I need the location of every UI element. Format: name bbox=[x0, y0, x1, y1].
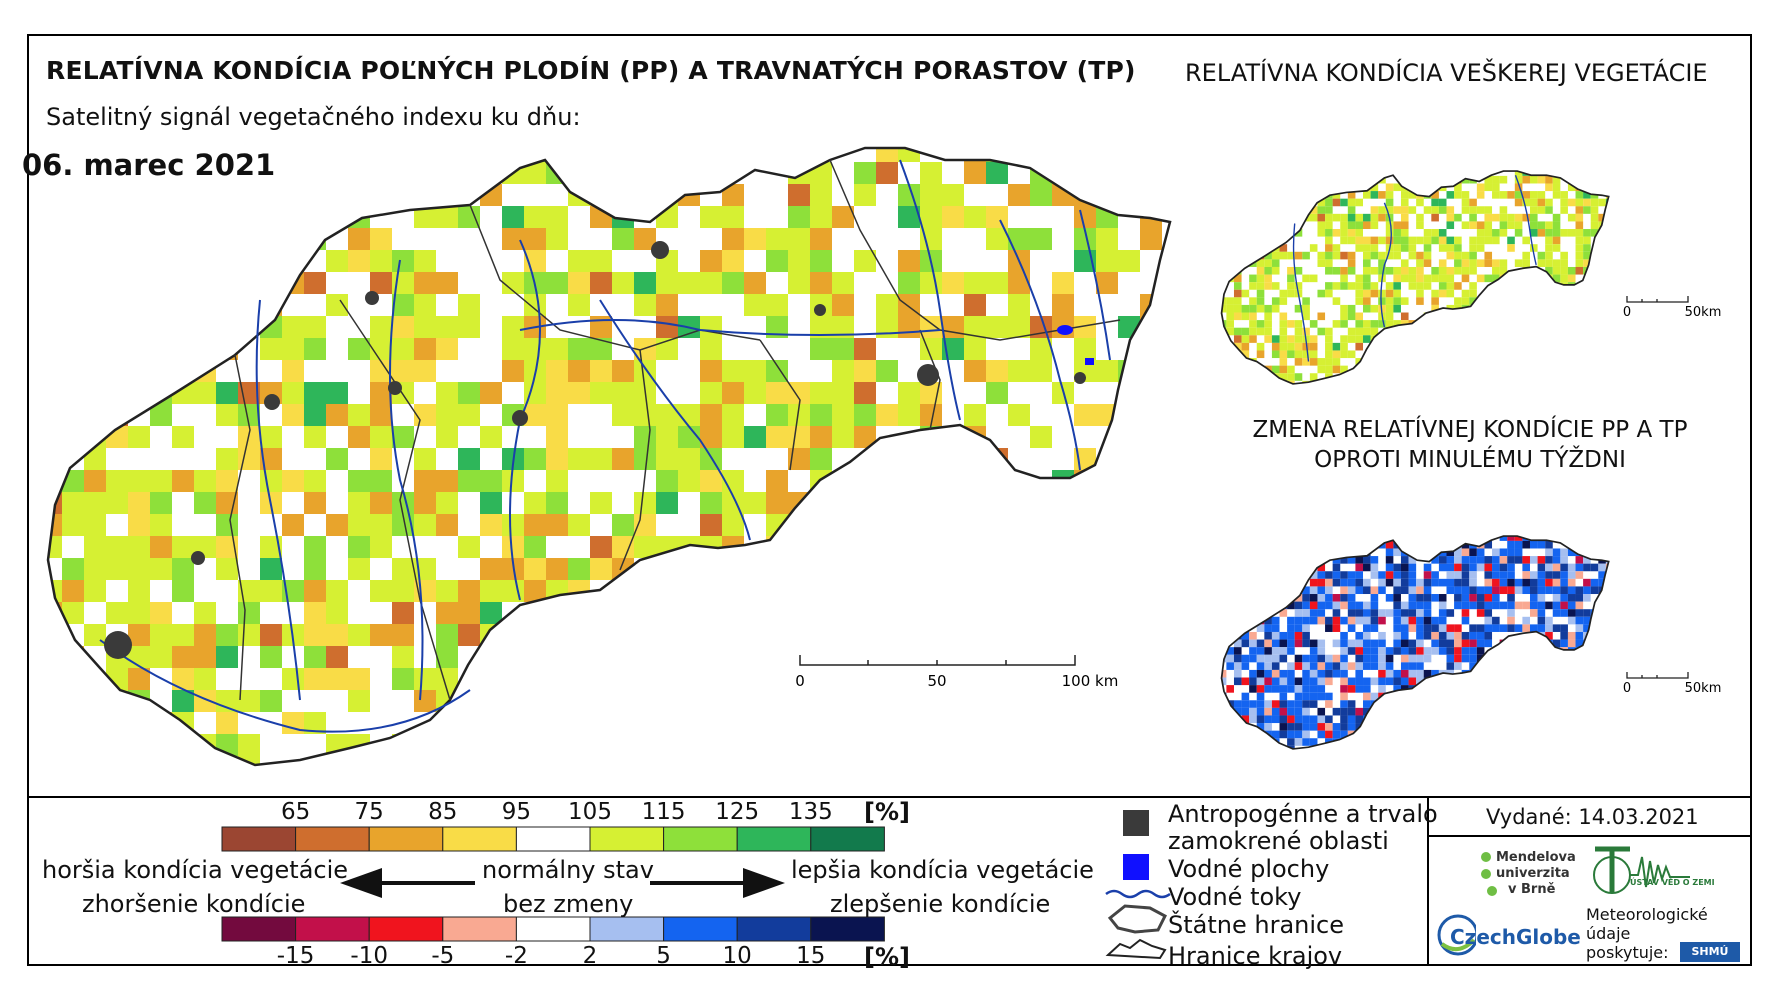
tick-label: 95 bbox=[501, 799, 532, 825]
tick-label: 125 bbox=[715, 799, 760, 825]
river-symbol bbox=[1105, 889, 1171, 899]
condition-swatch bbox=[295, 826, 370, 852]
region-border-symbol bbox=[1105, 938, 1167, 960]
tick-label: 5 bbox=[656, 943, 671, 969]
condition-color-bar bbox=[221, 826, 885, 852]
meteo-credit-line2: údaje bbox=[1586, 924, 1631, 943]
change-swatch bbox=[589, 916, 665, 942]
czechglobe-globe-icon bbox=[1437, 914, 1476, 956]
worse-label-line1: horšia kondícia vegetácie bbox=[42, 856, 349, 884]
ustav-logo-icon bbox=[1593, 846, 1690, 894]
change-unit: [%] bbox=[864, 943, 910, 971]
water-body-symbol bbox=[1123, 854, 1149, 880]
main-title: RELATÍVNA KONDÍCIA POĽNÝCH PLODÍN (PP) A… bbox=[46, 56, 1136, 85]
mendelu-dots-icon bbox=[1481, 852, 1497, 896]
river-label: Vodné toky bbox=[1168, 883, 1302, 911]
top-scale-zero: 0 bbox=[1623, 305, 1631, 320]
tick-label: 15 bbox=[796, 943, 826, 969]
better-arrow bbox=[650, 868, 785, 898]
change-color-bar bbox=[221, 916, 885, 942]
water-body-label: Vodné plochy bbox=[1168, 855, 1330, 883]
tick-label: -5 bbox=[431, 943, 455, 969]
condition-swatch bbox=[810, 826, 885, 852]
legend-divider bbox=[29, 796, 1750, 798]
change-scale-zero: 0 bbox=[1623, 681, 1631, 696]
top-scale-bar bbox=[1626, 296, 1689, 303]
tick-label: 105 bbox=[568, 799, 612, 825]
change-swatch bbox=[736, 916, 812, 942]
change-swatch bbox=[295, 916, 370, 942]
change-map-title-line1: ZMENA RELATÍVNEJ KONDÍCIE PP A TP bbox=[1252, 417, 1688, 443]
change-swatch bbox=[663, 916, 738, 942]
condition-swatch bbox=[442, 826, 517, 852]
urban-area-label-line2: zamokrené oblasti bbox=[1168, 827, 1389, 855]
change-scale-end: 50km bbox=[1685, 681, 1722, 696]
tick-label: 10 bbox=[722, 943, 752, 969]
condition-swatch bbox=[589, 826, 665, 852]
change-map-title: ZMENA RELATÍVNEJ KONDÍCIE PP A TP OPROTI… bbox=[1190, 415, 1750, 475]
normal-label-line2: bez zmeny bbox=[503, 890, 634, 918]
top-scale-end: 50km bbox=[1685, 305, 1722, 320]
tick-label: 2 bbox=[582, 943, 598, 969]
worse-arrow bbox=[340, 868, 475, 898]
mendelu-line2: univerzita bbox=[1496, 866, 1570, 881]
condition-swatch bbox=[515, 826, 591, 852]
index-date: 06. marec 2021 bbox=[22, 148, 276, 182]
tick-label: 85 bbox=[428, 799, 458, 825]
tick-label: 75 bbox=[354, 799, 384, 825]
meteo-credit-line1: Meteorologické bbox=[1586, 905, 1708, 924]
water-bodies-main bbox=[1057, 325, 1094, 365]
change-swatch bbox=[221, 916, 297, 942]
better-label-line2: zlepšenie kondície bbox=[830, 890, 1051, 918]
main-scale-label-50: 50 bbox=[927, 672, 946, 690]
issued-date: Vydané: 14.03.2021 bbox=[1486, 805, 1699, 829]
urban-areas-main bbox=[104, 241, 1086, 659]
better-label-line1: lepšia kondícia vegetácie bbox=[791, 856, 1094, 884]
czechglobe-logo-text: CzechGlobe bbox=[1450, 925, 1581, 949]
state-border-symbol bbox=[1107, 904, 1167, 934]
tick-label: -15 bbox=[276, 943, 315, 969]
normal-label-line1: normálny stav bbox=[482, 856, 654, 884]
tick-label: 115 bbox=[641, 799, 686, 825]
mendelu-line3: v Brně bbox=[1508, 882, 1556, 897]
condition-swatch bbox=[368, 826, 444, 852]
shmu-logo: SHMÚ bbox=[1680, 942, 1740, 962]
change-map-title-line2: OPROTI MINULÉMU TÝŽDNI bbox=[1314, 447, 1626, 473]
rivers-main bbox=[99, 159, 1111, 733]
logo-divider bbox=[1427, 797, 1429, 965]
mendelu-line1: Mendelova bbox=[1496, 850, 1576, 865]
change-swatch bbox=[368, 916, 444, 942]
region-border-label: Hranice krajov bbox=[1168, 942, 1343, 970]
state-border-label: Štátne hranice bbox=[1168, 911, 1344, 939]
condition-unit: [%] bbox=[864, 798, 910, 826]
meteo-credit: Meteorologické údaje poskytuje: bbox=[1586, 905, 1708, 962]
urban-area-label-line1: Antropogénne a trvalo bbox=[1168, 800, 1438, 828]
ustav-logo-text: ÚSTAV VĚD O ZEMI bbox=[1630, 878, 1715, 887]
tick-label: 65 bbox=[280, 799, 311, 825]
issued-divider bbox=[1428, 835, 1750, 837]
condition-swatch bbox=[221, 826, 297, 852]
all-vegetation-title: RELATÍVNA KONDÍCIA VEŠKEREJ VEGETÁCIE bbox=[1185, 59, 1708, 87]
change-scale-bar bbox=[1626, 672, 1689, 679]
tick-label: 135 bbox=[788, 799, 833, 825]
worse-label-line2: zhoršenie kondície bbox=[82, 890, 306, 918]
urban-area-symbol bbox=[1123, 810, 1149, 836]
meteo-credit-line3: poskytuje: bbox=[1586, 943, 1669, 962]
condition-swatch bbox=[663, 826, 738, 852]
tick-label: -2 bbox=[504, 943, 528, 969]
main-subtitle: Satelitný signál vegetačného indexu ku d… bbox=[46, 103, 581, 131]
change-swatch bbox=[442, 916, 517, 942]
change-swatch bbox=[810, 916, 885, 942]
main-scale-label-100: 100 km bbox=[1062, 672, 1119, 690]
condition-swatch bbox=[736, 826, 812, 852]
change-swatch bbox=[515, 916, 591, 942]
tick-label: -10 bbox=[350, 943, 388, 969]
main-scale-label-0: 0 bbox=[795, 672, 805, 690]
main-scale-bar bbox=[799, 655, 1076, 666]
